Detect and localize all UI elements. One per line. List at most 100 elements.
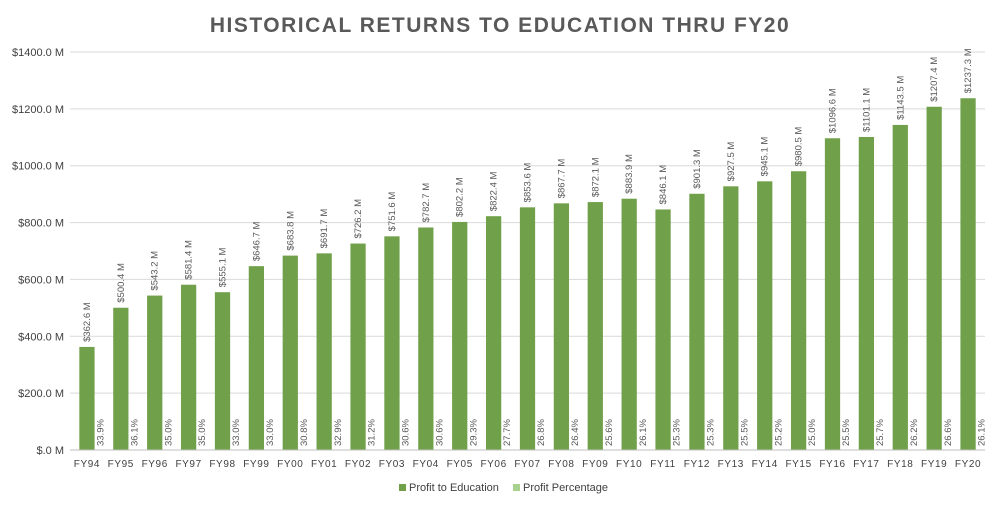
x-tick-label: FY01 (311, 459, 337, 470)
x-tick-label: FY94 (74, 459, 100, 470)
x-tick-label: FY06 (480, 459, 506, 470)
percentage-label: 25.6% (604, 419, 615, 446)
y-tick-label: $.0 M (36, 445, 64, 457)
x-tick-label: FY09 (582, 459, 608, 470)
bar-fy04 (418, 227, 434, 450)
bar-fy19 (926, 106, 942, 451)
x-tick-label: FY19 (921, 459, 947, 470)
percentage-label: 26.4% (570, 419, 581, 446)
bar-fy94 (79, 346, 95, 450)
bar-fy06 (485, 216, 502, 450)
legend-swatch (399, 484, 406, 491)
x-tick-label: FY96 (142, 459, 168, 470)
legend-swatch (513, 484, 520, 491)
bar-value-label: $1143.5 M (895, 76, 906, 120)
bar-value-label: $1101.1 M (861, 88, 872, 132)
percentage-label: 33.9% (96, 419, 107, 446)
x-axis-tick-labels: FY94 FY95 FY96 FY97 FY98 FY99 FY00 FY01 FY02 FY03… (74, 459, 981, 470)
bar-value-label: $853.6 M (523, 163, 534, 203)
bar-fy03 (384, 236, 400, 450)
bar-fy02 (350, 243, 366, 450)
bar-value-label: $691.7 M (319, 209, 330, 249)
legend-label: Profit to Education (409, 482, 499, 494)
y-tick-label: $800.0 M (18, 218, 64, 230)
percentage-label: 27.7% (502, 419, 513, 446)
percentage-label: 33.0% (265, 419, 276, 446)
x-tick-label: FY99 (243, 459, 269, 470)
chart-title: HISTORICAL RETURNS TO EDUCATION THRU FY2… (210, 14, 790, 37)
bar-value-label: $802.2 M (455, 177, 466, 217)
bar-value-label: $362.6 M (82, 302, 93, 342)
x-tick-label: FY02 (345, 459, 371, 470)
percentage-label: 25.5% (841, 419, 852, 446)
percentage-label: 25.5% (739, 419, 750, 446)
percentage-label: 25.3% (706, 419, 717, 446)
x-tick-label: FY00 (277, 459, 303, 470)
bar-fy96 (147, 295, 163, 450)
x-tick-label: FY10 (616, 459, 642, 470)
x-tick-label: FY15 (785, 459, 811, 470)
percentage-label: 31.2% (367, 419, 378, 446)
bar-fy13 (723, 186, 739, 450)
x-tick-label: FY13 (718, 459, 744, 470)
y-tick-label: $1400.0 M (12, 47, 64, 59)
legend: Profit to Education Profit Percentage (399, 482, 608, 494)
percentage-label: 35.0% (163, 419, 174, 446)
x-tick-label: FY05 (447, 459, 473, 470)
percentage-label: 33.0% (231, 419, 242, 446)
bar-value-label: $945.1 M (760, 137, 771, 177)
percentage-label: 35.0% (197, 419, 208, 446)
bar-value-labels: $362.6 M $500.4 M $543.2 M $581.4 M $555.1 M… (82, 48, 974, 342)
percentage-label: 30.6% (434, 419, 445, 446)
bar-value-label: $872.1 M (590, 157, 601, 197)
x-tick-label: FY03 (379, 459, 405, 470)
percentage-label: 25.7% (875, 419, 886, 446)
x-tick-label: FY95 (108, 459, 134, 470)
percentage-label: 30.8% (299, 419, 310, 446)
percentage-label: 36.1% (129, 419, 140, 446)
bar-fy95 (113, 307, 129, 450)
bar-value-label: $822.4 M (489, 172, 500, 212)
bar-value-label: $980.5 M (794, 127, 805, 167)
x-tick-label: FY97 (175, 459, 201, 470)
bar-value-label: $1096.6 M (828, 88, 839, 133)
percentage-label: 26.8% (536, 419, 547, 446)
bar-fy15 (790, 171, 807, 450)
bar-fy98 (214, 292, 231, 450)
bar-value-label: $846.1 M (658, 165, 669, 205)
bar-value-label: $646.7 M (251, 221, 262, 261)
percentage-label: 26.1% (638, 419, 649, 446)
y-tick-label: $600.0 M (18, 274, 64, 286)
percentage-label: 26.6% (943, 419, 954, 446)
bar-fy00 (282, 255, 298, 450)
y-tick-label: $200.0 M (18, 388, 64, 400)
x-tick-label: FY12 (684, 459, 710, 470)
bar-fy01 (316, 253, 332, 450)
bar-value-label: $500.4 M (116, 263, 127, 303)
bar-fy99 (248, 266, 265, 450)
bar-value-label: $751.6 M (387, 192, 398, 232)
bar-value-label: $726.2 M (353, 199, 364, 239)
bar-fy09 (587, 202, 603, 450)
legend-label: Profit Percentage (523, 482, 608, 494)
bar-value-label: $555.1 M (218, 247, 229, 287)
bar-fy17 (858, 136, 875, 450)
percentage-label: 25.0% (807, 419, 818, 446)
bar-fy20 (960, 98, 976, 450)
percentage-label: 26.1% (977, 419, 988, 446)
y-tick-label: $400.0 M (18, 331, 64, 343)
bar-value-label: $867.7 M (556, 159, 567, 199)
x-tick-label: FY17 (853, 459, 879, 470)
bar-fy16 (824, 138, 841, 450)
x-tick-label: FY07 (514, 459, 540, 470)
y-tick-label: $1000.0 M (12, 161, 64, 173)
x-tick-label: FY20 (955, 459, 981, 470)
bar-fy97 (180, 284, 197, 450)
bar-value-label: $883.9 M (624, 154, 635, 194)
bars (79, 98, 976, 451)
bar-fy05 (452, 221, 468, 450)
x-tick-label: FY04 (413, 459, 439, 470)
x-tick-label: FY18 (887, 459, 913, 470)
